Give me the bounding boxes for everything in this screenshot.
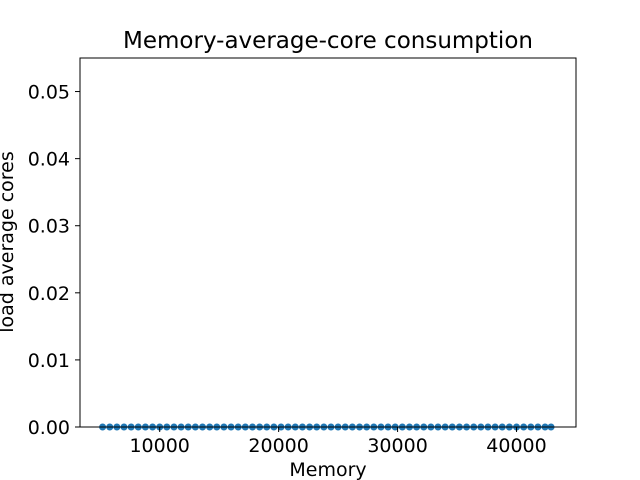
y-axis-label: load average cores bbox=[0, 151, 18, 333]
x-tick-label: 30000 bbox=[367, 435, 427, 457]
x-tick-label: 40000 bbox=[486, 435, 546, 457]
y-tick-label: 0.03 bbox=[28, 216, 70, 238]
y-tick-label: 0.02 bbox=[28, 283, 70, 305]
y-axis-ticks: 0.00 0.01 0.02 0.03 0.04 0.05 bbox=[28, 82, 80, 439]
y-tick-label: 0.05 bbox=[28, 82, 70, 104]
y-tick-label: 0.00 bbox=[28, 417, 70, 439]
x-axis-ticks: 10000 20000 30000 40000 bbox=[129, 427, 547, 457]
chart-title: Memory-average-core consumption bbox=[123, 28, 533, 54]
y-tick-label: 0.01 bbox=[28, 350, 70, 372]
x-tick-label: 20000 bbox=[248, 435, 308, 457]
x-tick-label: 10000 bbox=[129, 435, 189, 457]
y-tick-label: 0.04 bbox=[28, 149, 70, 171]
plot-frame bbox=[79, 57, 577, 428]
x-axis-label: Memory bbox=[289, 459, 366, 480]
